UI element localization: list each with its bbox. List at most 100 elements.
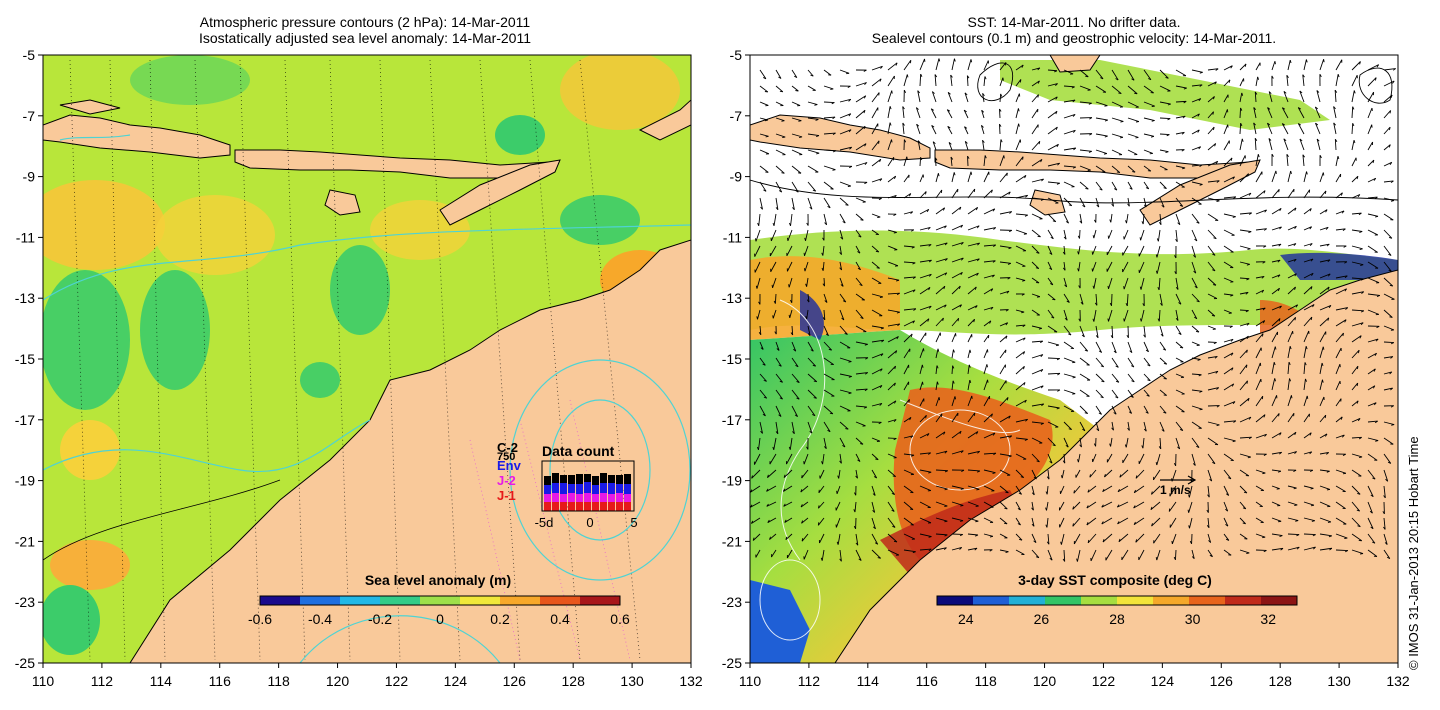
velocity-arrow-head (936, 381, 939, 385)
velocity-arrow (1175, 69, 1187, 77)
velocity-arrow (823, 437, 827, 449)
velocity-arrow-head (1358, 436, 1362, 440)
velocity-arrow (1287, 243, 1297, 247)
velocity-arrow-head (1293, 469, 1297, 472)
velocity-arrow (1191, 549, 1195, 559)
velocity-arrow (1239, 533, 1248, 540)
left-title-line2: Isostatically adjusted sea level anomaly… (198, 30, 532, 46)
x-tick-label: 130 (1327, 673, 1351, 689)
velocity-arrow (1303, 451, 1312, 455)
velocity-arrow (1015, 213, 1028, 216)
velocity-arrow-head (1243, 491, 1248, 494)
velocity-arrow (983, 274, 995, 279)
velocity-arrow (887, 419, 897, 423)
velocity-arrow-head (1382, 511, 1385, 515)
velocity-arrow (1159, 101, 1171, 105)
velocity-arrow-head (879, 385, 883, 389)
velocity-arrow (1090, 549, 1097, 562)
velocity-arrow-head (1019, 538, 1023, 541)
velocity-arrow-head (1127, 203, 1130, 207)
velocity-arrow (887, 62, 898, 71)
velocity-arrow (1351, 485, 1361, 495)
velocity-arrow (1073, 533, 1081, 545)
velocity-arrow-head (894, 175, 897, 180)
velocity-arrow (1319, 517, 1332, 523)
velocity-arrow-head (1179, 204, 1183, 207)
velocity-arrow-head (1049, 557, 1053, 561)
velocity-arrow (1287, 533, 1300, 536)
inset-bar-segment (616, 493, 623, 502)
velocity-arrow (1271, 243, 1282, 247)
velocity-arrow (787, 229, 793, 241)
velocity-arrow (999, 108, 1001, 119)
velocity-arrow-head (1062, 558, 1066, 562)
velocity-arrow (871, 178, 883, 183)
velocity-arrow-head (916, 123, 920, 127)
velocity-arrow (1335, 275, 1348, 279)
velocity-arrow (983, 76, 986, 87)
velocity-arrow (980, 125, 985, 135)
velocity-arrow (821, 549, 825, 561)
velocity-arrow (1191, 69, 1203, 73)
velocity-arrow-head (1343, 245, 1347, 248)
velocity-arrow-head (903, 139, 907, 143)
velocity-arrow (919, 318, 930, 327)
velocity-arrow-head (842, 300, 847, 303)
velocity-arrow (1175, 341, 1184, 349)
velocity-arrow (1239, 212, 1252, 215)
velocity-arrow-head (1199, 390, 1203, 393)
velocity-arrow-head (857, 251, 861, 254)
velocity-arrow-head (959, 547, 963, 550)
velocity-arrow-head (1208, 540, 1211, 543)
velocity-arrow-head (969, 349, 972, 353)
velocity-arrow (1367, 485, 1374, 497)
velocity-arrow-head (928, 259, 932, 263)
velocity-arrow (935, 225, 947, 231)
velocity-arrow (1047, 372, 1060, 375)
colorbar-swatch (973, 596, 1010, 605)
colorbar-swatch (1045, 596, 1082, 605)
velocity-arrow (1383, 533, 1388, 545)
velocity-arrow (951, 172, 955, 183)
velocity-arrow (1175, 325, 1182, 335)
velocity-arrow-head (934, 74, 938, 78)
velocity-arrow-head (806, 446, 809, 450)
velocity-arrow (1063, 261, 1066, 271)
velocity-arrow (823, 421, 831, 432)
velocity-arrow-head (1094, 219, 1097, 223)
right-panel-title: SST: 14-Mar-2011. No drifter data. Seale… (748, 14, 1400, 46)
velocity-arrow (1255, 414, 1266, 423)
velocity-arrow (967, 242, 980, 247)
velocity-arrow (1335, 434, 1345, 439)
velocity-arrow-head (781, 120, 785, 122)
velocity-arrow-head (954, 396, 957, 400)
velocity-arrow (1287, 346, 1291, 359)
velocity-arrow-head (1262, 333, 1264, 337)
velocity-arrow (791, 421, 795, 434)
velocity-arrow-head (897, 323, 901, 327)
velocity-arrow (759, 197, 763, 210)
velocity-arrow-head (1327, 259, 1331, 263)
velocity-arrow (1143, 69, 1152, 81)
velocity-arrow-head (1325, 227, 1329, 230)
velocity-arrow (935, 272, 947, 279)
velocity-arrow-head (960, 242, 964, 245)
velocity-arrow-head (989, 549, 993, 552)
velocity-arrow (750, 485, 761, 493)
velocity-arrow (1111, 357, 1119, 368)
velocity-arrow (1191, 325, 1200, 333)
velocity-arrow-head (1304, 362, 1307, 366)
velocity-arrow-head (1109, 302, 1112, 306)
velocity-arrow (1286, 154, 1289, 167)
velocity-arrow-head (1035, 556, 1040, 559)
velocity-arrow-head (926, 433, 930, 437)
velocity-arrow-head (928, 287, 931, 291)
velocity-arrow (789, 437, 793, 450)
velocity-arrow (1111, 85, 1122, 94)
velocity-arrow-head (975, 305, 978, 309)
velocity-arrow (1223, 533, 1230, 541)
velocity-arrow-head (1328, 305, 1332, 309)
velocity-arrow-head (1038, 141, 1041, 145)
velocity-arrow-head (1298, 107, 1302, 110)
velocity-arrow (1015, 437, 1028, 440)
